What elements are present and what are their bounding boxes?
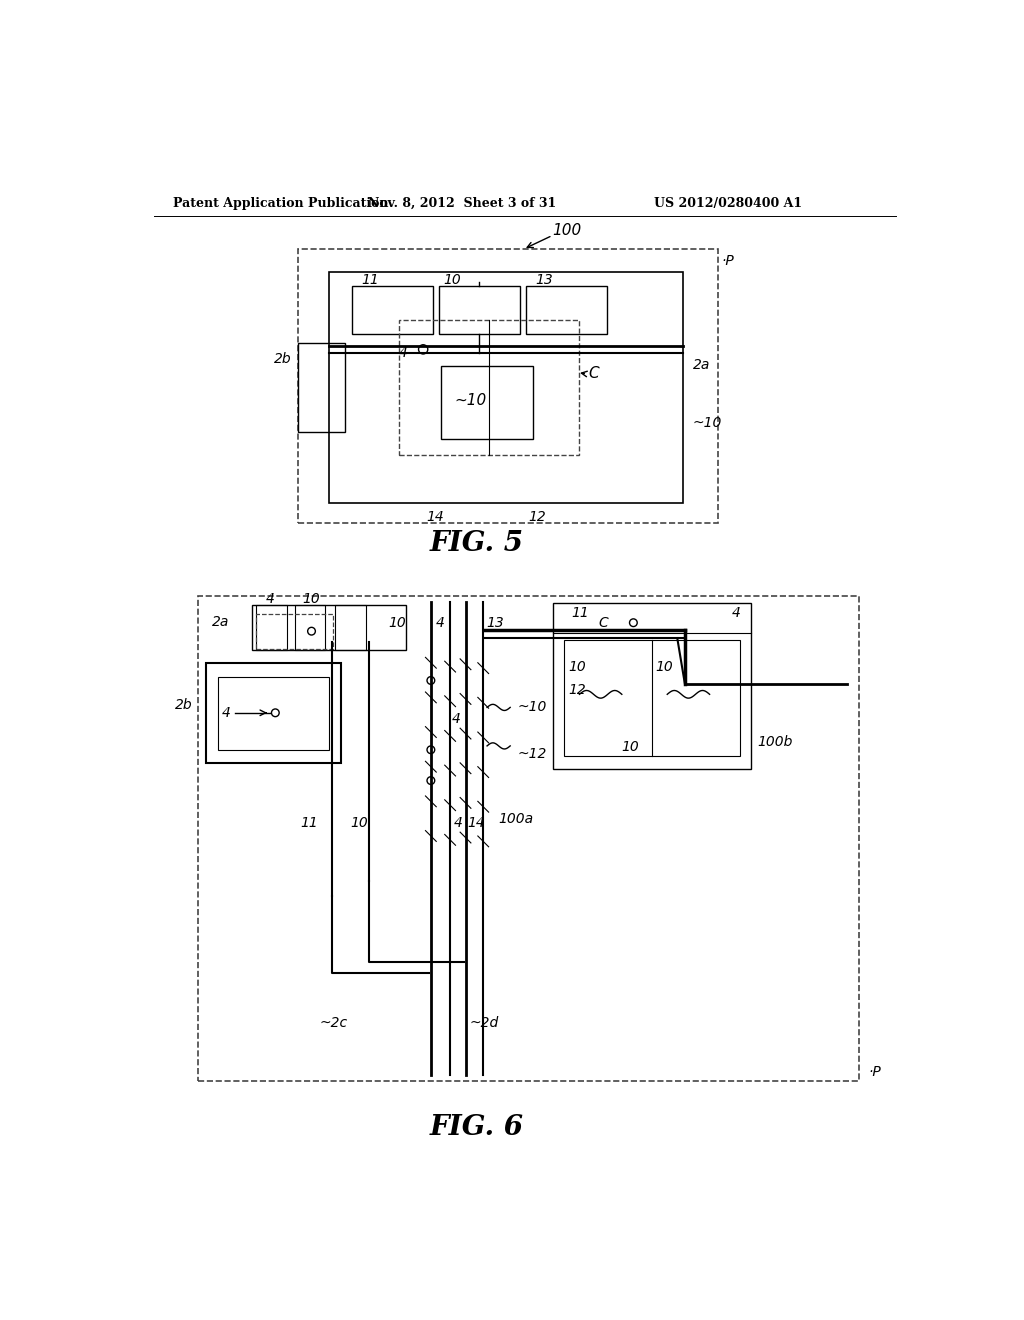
Bar: [553, 603, 752, 770]
Text: 10: 10: [302, 591, 321, 606]
Text: US 2012/0280400 A1: US 2012/0280400 A1: [654, 197, 802, 210]
Text: 4: 4: [266, 591, 275, 606]
Text: ~10: ~10: [455, 393, 487, 408]
Text: ·P: ·P: [868, 1065, 881, 1078]
Bar: [256, 605, 287, 649]
Bar: [564, 640, 739, 756]
Text: ~12: ~12: [518, 747, 547, 760]
Text: ~10: ~10: [692, 416, 722, 429]
Text: 4: 4: [221, 706, 230, 719]
Bar: [330, 272, 683, 503]
Bar: [199, 595, 859, 1081]
Text: 100: 100: [553, 223, 582, 238]
Bar: [352, 286, 433, 334]
Text: 11: 11: [300, 816, 317, 830]
Text: C: C: [599, 615, 608, 630]
Bar: [298, 249, 718, 523]
Text: 10: 10: [388, 615, 407, 630]
Text: ~2d: ~2d: [469, 1016, 499, 1030]
Bar: [217, 677, 330, 750]
Text: 10: 10: [568, 660, 586, 675]
Bar: [252, 605, 407, 649]
Bar: [206, 663, 341, 763]
Bar: [295, 605, 326, 649]
Text: 10: 10: [621, 739, 639, 754]
Text: 2b: 2b: [273, 351, 292, 366]
Text: 2a: 2a: [692, 358, 710, 372]
Text: 100b: 100b: [758, 735, 793, 748]
Text: 2b: 2b: [175, 698, 193, 711]
Text: ·P: ·P: [722, 253, 734, 268]
Text: C: C: [589, 367, 599, 381]
Text: 10: 10: [655, 660, 674, 675]
Text: 11: 11: [361, 273, 379, 286]
Text: 14: 14: [467, 816, 484, 830]
Text: 14: 14: [426, 511, 443, 524]
Text: 4: 4: [436, 615, 445, 630]
Bar: [526, 286, 607, 334]
Bar: [336, 605, 367, 649]
Text: 10: 10: [443, 273, 461, 286]
Text: ~10: ~10: [518, 701, 547, 714]
Text: FIG. 6: FIG. 6: [430, 1114, 524, 1140]
Text: 4: 4: [452, 711, 461, 726]
Bar: [441, 367, 534, 440]
Text: 4: 4: [454, 816, 463, 830]
Bar: [298, 343, 345, 432]
Text: 13: 13: [486, 615, 504, 630]
Bar: [398, 321, 580, 455]
Text: Nov. 8, 2012  Sheet 3 of 31: Nov. 8, 2012 Sheet 3 of 31: [368, 197, 556, 210]
Text: 2a: 2a: [212, 615, 229, 628]
Text: 12: 12: [568, 684, 586, 697]
Text: 4: 4: [732, 606, 740, 619]
Bar: [256, 614, 333, 649]
Text: 10: 10: [350, 816, 368, 830]
Text: 13: 13: [536, 273, 553, 286]
Text: Patent Application Publication: Patent Application Publication: [173, 197, 388, 210]
Text: 12: 12: [528, 511, 546, 524]
Text: 11: 11: [571, 606, 590, 619]
Text: ~2c: ~2c: [319, 1016, 347, 1030]
Text: 100a: 100a: [499, 812, 534, 826]
Bar: [439, 286, 520, 334]
Text: FIG. 5: FIG. 5: [430, 529, 524, 557]
Text: 4: 4: [398, 346, 408, 360]
